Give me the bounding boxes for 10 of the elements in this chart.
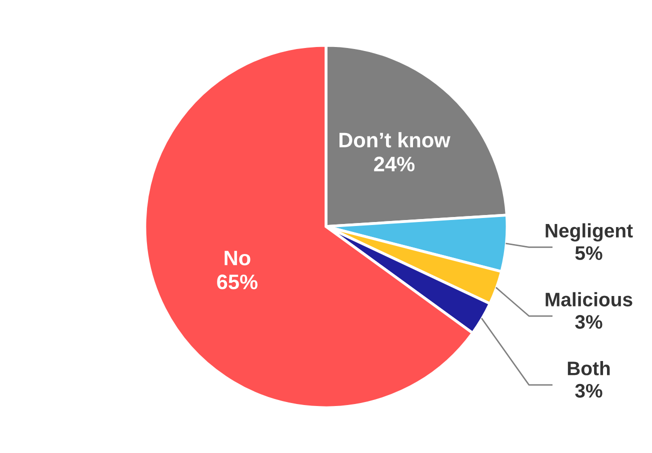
slice-label: Don’t know bbox=[339, 132, 450, 148]
slice-label: Negligent bbox=[546, 223, 633, 242]
slice-label: No bbox=[224, 250, 250, 266]
data-label: 24% bbox=[374, 156, 415, 172]
data-label: 65% bbox=[217, 274, 258, 290]
data-label: 3% bbox=[575, 384, 602, 398]
slice-label: Malicious bbox=[546, 292, 632, 306]
data-label: 5% bbox=[575, 246, 602, 260]
slice-label: Both bbox=[568, 361, 610, 376]
data-label: 3% bbox=[575, 315, 602, 329]
